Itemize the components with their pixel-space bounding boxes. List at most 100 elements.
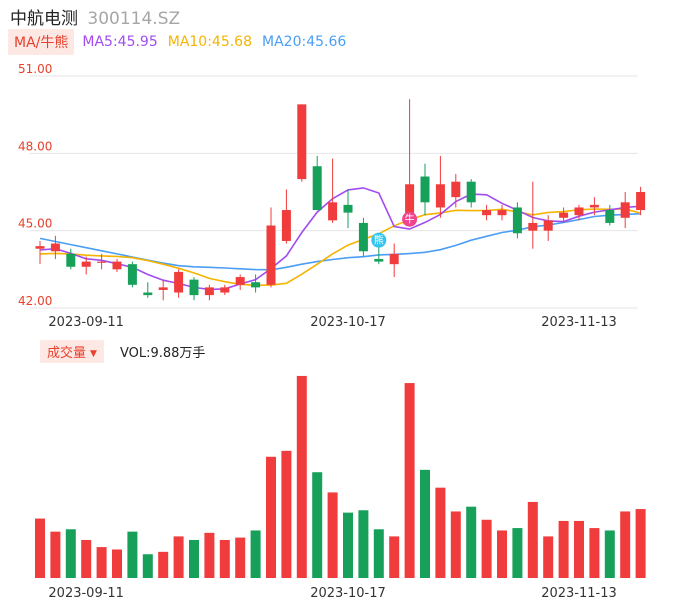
candle [497, 204, 507, 221]
candle-body [189, 279, 199, 296]
candle-body [251, 282, 261, 288]
stock-name: 中航电测 [10, 9, 78, 29]
volume-bar [142, 554, 153, 578]
stock-code: 300114.SZ [87, 9, 181, 29]
candle [389, 243, 399, 278]
date-tick-label: 2023-10-17 [310, 586, 386, 601]
stock-title: 中航电测 300114.SZ [10, 4, 180, 29]
volume-bar [127, 531, 138, 578]
volume-bar [604, 530, 615, 578]
candle [589, 197, 599, 216]
badge-glyph: 牛 [405, 213, 415, 226]
price-tick-label: 42.00 [18, 294, 52, 308]
candle [204, 284, 214, 301]
candle-body [143, 292, 153, 296]
candles [35, 99, 646, 301]
candle [358, 217, 368, 257]
volume-bar [543, 536, 554, 578]
candle-body [358, 222, 368, 252]
volume-bar [173, 536, 184, 578]
volume-indicator-label: 成交量 [47, 345, 87, 361]
volume-bar [512, 528, 523, 578]
candle-body [405, 184, 415, 216]
caret-down-icon: ▼ [90, 348, 97, 359]
candle [343, 189, 353, 229]
candle-body [220, 287, 230, 293]
price-tick-label: 45.00 [18, 217, 52, 231]
volume-bar [373, 529, 384, 578]
badge-circle [402, 211, 418, 227]
volume-bar [219, 539, 230, 578]
candle-body [528, 222, 538, 231]
ma-lines [39, 187, 641, 291]
date-tick-label: 2023-09-11 [48, 315, 124, 330]
volume-bar [96, 547, 107, 578]
candle [35, 240, 45, 265]
volume-bar [466, 506, 477, 578]
candle-body [35, 246, 45, 249]
candle-body [482, 210, 492, 216]
candle [97, 253, 107, 270]
price-tick-label: 51.00 [18, 62, 52, 76]
candle [482, 204, 492, 221]
candle [559, 207, 569, 223]
candle [405, 99, 415, 216]
volume-bar [558, 520, 569, 578]
candle-body [50, 243, 60, 252]
volume-bar [420, 469, 430, 578]
volume-bars [35, 375, 646, 578]
candle-body [204, 287, 214, 296]
volume-bar [635, 509, 646, 578]
volume-legend: 成交量 ▼ VOL:9.88万手 [40, 339, 206, 363]
candle-body [174, 271, 184, 293]
candle [66, 248, 76, 270]
candle [574, 204, 584, 221]
volume-bar [527, 501, 538, 578]
candle-body [127, 264, 137, 285]
candle [112, 259, 122, 272]
candle [143, 282, 153, 298]
volume-bar [497, 530, 507, 578]
candle-body [636, 192, 646, 211]
volume-bar [389, 536, 400, 578]
candle-body [497, 210, 507, 216]
candle-body [158, 287, 168, 290]
candle [528, 181, 538, 249]
candle [312, 155, 322, 211]
date-tick-label: 2023-11-13 [541, 315, 617, 330]
volume-bar [327, 492, 338, 578]
volume-bar [574, 520, 584, 578]
candle-body [374, 259, 384, 262]
ma-indicator-toggle[interactable]: MA/牛熊 [8, 29, 75, 55]
candle [235, 274, 245, 290]
volume-bar [35, 518, 45, 578]
price-tick-label: 48.00 [18, 139, 52, 153]
candle-body [389, 253, 399, 265]
volume-value: VOL:9.88万手 [119, 345, 206, 361]
candle [420, 163, 430, 216]
candle [328, 158, 338, 223]
ma20-value: MA20:45.66 [262, 34, 347, 50]
candle-body [543, 220, 553, 231]
date-tick-label: 2023-11-13 [541, 586, 617, 601]
candle-body [97, 261, 107, 263]
volume-bar [343, 512, 353, 578]
volume-bar [312, 472, 323, 578]
candle-body [66, 253, 76, 267]
candle [189, 277, 199, 301]
volume-bar [620, 511, 631, 578]
candle [512, 202, 522, 239]
volume-bar [435, 487, 446, 578]
date-axis: 2023-09-11 2023-09-11 2023-10-17 2023-10-17… [48, 315, 616, 601]
candle [605, 204, 615, 226]
bull-badge[interactable]: 牛 [402, 211, 418, 227]
candle [50, 235, 60, 260]
volume-indicator-toggle[interactable]: 成交量 ▼ [40, 339, 104, 363]
bear-badge[interactable]: 熊 [371, 232, 387, 248]
candle-body [112, 261, 122, 270]
candle [543, 215, 553, 241]
volume-bar [204, 532, 215, 578]
candle-body [420, 176, 430, 203]
candle-body [297, 104, 307, 180]
